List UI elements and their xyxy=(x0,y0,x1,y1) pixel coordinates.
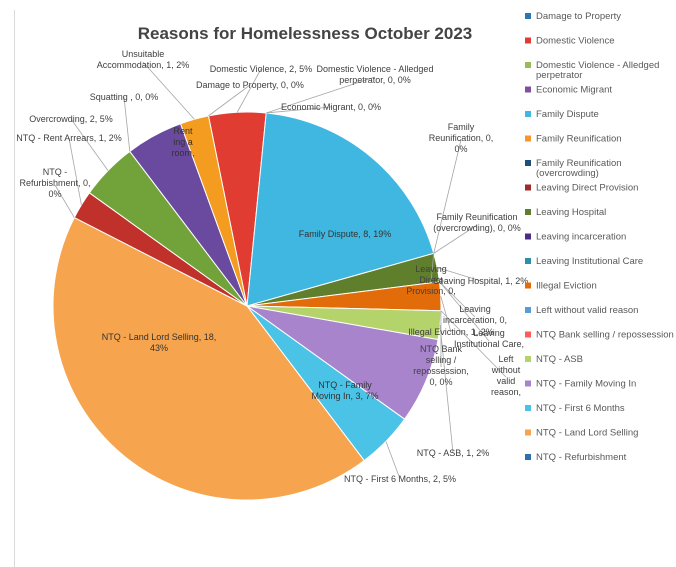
legend-label-ntq-first-6-months: NTQ - First 6 Months xyxy=(536,403,625,414)
pie-slice-ntq-land-lord-selling xyxy=(52,216,365,501)
legend-label-leaving-institutional-care: Leaving Institutional Care xyxy=(536,256,643,267)
data-label-ntq-asb: NTQ - ASB, 1, 2% xyxy=(417,448,490,458)
legend-label-ntq-bank-selling-repossession: NTQ Bank selling / repossession xyxy=(536,330,674,341)
leader-line-leaving-direct-provision xyxy=(430,253,435,283)
leader-line-leaving-incarceration xyxy=(439,281,476,318)
leader-line-ntq-first-6-months xyxy=(385,441,401,480)
pie-slice-family-dispute xyxy=(246,112,435,307)
legend-swatch-family-reunification xyxy=(525,135,531,142)
data-label-domestic-violence: Domestic Violence, 2, 5% xyxy=(210,64,312,74)
data-label-leaving-institutional-care: Leaving Institutional Care, xyxy=(454,328,524,349)
leader-line-squatting xyxy=(123,96,131,152)
chart-frame: Reasons for Homelessness October 2023 Da… xyxy=(14,10,676,567)
data-label-squatting: Squatting , 0, 0% xyxy=(90,92,159,102)
legend-label-ntq-land-lord-selling: NTQ - Land Lord Selling xyxy=(536,428,638,439)
legend-swatch-family-reunification-overcrowding xyxy=(525,160,531,166)
legend-swatch-domestic-violence-alledged-perpetrator xyxy=(525,62,531,68)
leader-line-leaving-institutional-care xyxy=(439,281,490,342)
data-label-ntq-family-moving-in: NTQ - Family Moving In, 3, 7% xyxy=(311,380,378,401)
data-label-ntq-land-lord-selling: NTQ - Land Lord Selling, 18, 43% xyxy=(102,332,217,353)
legend-swatch-economic-migrant xyxy=(525,86,531,93)
leader-line-damage-to-property xyxy=(208,84,251,117)
data-label-illegal-eviction: Illegal Eviction, 1, 2% xyxy=(408,327,494,337)
leader-line-illegal-eviction xyxy=(440,296,452,333)
legend-swatch-ntq-land-lord-selling xyxy=(525,429,531,436)
data-label-damage-to-property: Damage to Property, 0, 0% xyxy=(196,80,304,90)
leader-line-family-reunification-overcrowding xyxy=(433,224,478,254)
legend-label-domestic-violence-alledged-perpetrator: Domestic Violence - Alledged perpetrator xyxy=(536,60,659,81)
legend-label-family-reunification-overcrowding: Family Reunification (overcrowding) xyxy=(536,158,622,179)
legend-label-family-reunification: Family Reunification xyxy=(536,134,622,145)
legend-label-economic-migrant: Economic Migrant xyxy=(536,85,612,96)
legend-swatch-damage-to-property xyxy=(525,13,531,19)
chart-title: Reasons for Homelessness October 2023 xyxy=(138,24,472,43)
data-label-left-without-valid-reason: Left without valid reason, xyxy=(491,354,521,397)
legend-label-domestic-violence: Domestic Violence xyxy=(536,36,615,47)
data-label-economic-migrant: Economic Migrant, 0, 0% xyxy=(281,102,381,112)
pie-chart: Reasons for Homelessness October 2023 Da… xyxy=(16,11,674,501)
data-label-family-reunification: Family Reunification, 0, 0% xyxy=(429,122,494,154)
legend-swatch-domestic-violence xyxy=(525,37,531,44)
legend-label-family-dispute: Family Dispute xyxy=(536,109,599,120)
data-label-unsuitable-accommodation: Unsuitable Accommodation, 1, 2% xyxy=(97,49,190,70)
legend-swatch-ntq-bank-selling-repossession xyxy=(525,331,531,338)
legend-swatch-leaving-institutional-care xyxy=(525,258,531,264)
label-leader-lines xyxy=(54,61,507,480)
legend-label-leaving-hospital: Leaving Hospital xyxy=(536,207,606,218)
pie-slices xyxy=(52,111,442,501)
data-label-ntq-refurbishment: NTQ -Refurbishment, 0, 0% xyxy=(19,167,90,199)
data-label-ntq-rent-arrears: NTQ - Rent Arrears, 1, 2% xyxy=(16,133,122,143)
legend-label-leaving-direct-provision: Leaving Direct Provision xyxy=(536,183,638,194)
data-labels: Damage to Property, 0, 0% Domestic Violen… xyxy=(16,49,528,484)
data-label-family-dispute: Family Dispute, 8, 19% xyxy=(299,229,392,239)
legend-swatch-ntq-asb xyxy=(525,356,531,362)
leader-line-ntq-asb xyxy=(439,325,454,454)
legend-label-ntq-asb: NTQ - ASB xyxy=(536,354,583,365)
legend-swatch-ntq-first-6-months xyxy=(525,405,531,411)
data-label-leaving-hospital: Leaving Hospital, 1, 2% xyxy=(434,276,529,286)
legend-label-damage-to-property: Damage to Property xyxy=(536,11,621,22)
data-label-rent-ing-a-room: Rent ing a room, xyxy=(171,126,194,158)
data-label-ntq-bank-selling-repossession: NTQ Bank selling / repossession, 0, 0% xyxy=(413,344,469,387)
legend-swatch-family-dispute xyxy=(525,111,531,117)
data-label-leaving-incarceration: Leaving incarceration, 0, xyxy=(443,304,507,325)
leader-line-ntq-refurbishment xyxy=(54,184,75,218)
data-label-ntq-first-6-months: NTQ - First 6 Months, 2, 5% xyxy=(344,474,456,484)
leader-line-leaving-hospital xyxy=(437,267,482,282)
legend-swatch-leaving-hospital xyxy=(525,209,531,215)
legend-swatch-illegal-eviction xyxy=(525,282,531,289)
legend-swatch-ntq-family-moving-in xyxy=(525,380,531,387)
legend-swatch-left-without-valid-reason xyxy=(525,307,531,313)
leader-line-economic-migrant xyxy=(266,106,332,114)
legend-label-illegal-eviction: Illegal Eviction xyxy=(536,281,597,292)
leader-line-domestic-violence xyxy=(236,68,262,113)
legend-swatch-leaving-direct-provision xyxy=(525,184,531,191)
data-label-family-reunification-overcrowding: Family Reunification (overcrowding), 0, 0… xyxy=(433,212,521,233)
legend-label-left-without-valid-reason: Left without valid reason xyxy=(536,305,638,316)
leader-line-domestic-violence-alledged-perpetrator xyxy=(266,76,376,114)
legend: Damage to Property Domestic Violence Domes… xyxy=(525,11,674,463)
legend-label-ntq-refurbishment: NTQ - Refurbishment xyxy=(536,452,627,463)
data-label-overcrowding: Overcrowding, 2, 5% xyxy=(29,114,113,124)
legend-label-ntq-family-moving-in: NTQ - Family Moving In xyxy=(536,379,636,390)
legend-label-leaving-incarceration: Leaving incarceration xyxy=(536,232,626,243)
leader-line-unsuitable-accommodation xyxy=(142,61,195,120)
data-label-leaving-direct-provision: Leaving Direct Provision, 0, xyxy=(406,264,456,296)
legend-swatch-leaving-incarceration xyxy=(525,233,531,240)
leader-line-overcrowding xyxy=(70,118,109,171)
data-label-domestic-violence-alledged-perpetrator: Domestic Violence - Alledged perpetrator,… xyxy=(317,64,434,85)
leader-line-family-reunification xyxy=(433,139,462,254)
legend-swatch-ntq-refurbishment xyxy=(525,454,531,460)
leader-line-ntq-rent-arrears xyxy=(68,137,82,206)
leader-line-left-without-valid-reason xyxy=(440,310,507,378)
